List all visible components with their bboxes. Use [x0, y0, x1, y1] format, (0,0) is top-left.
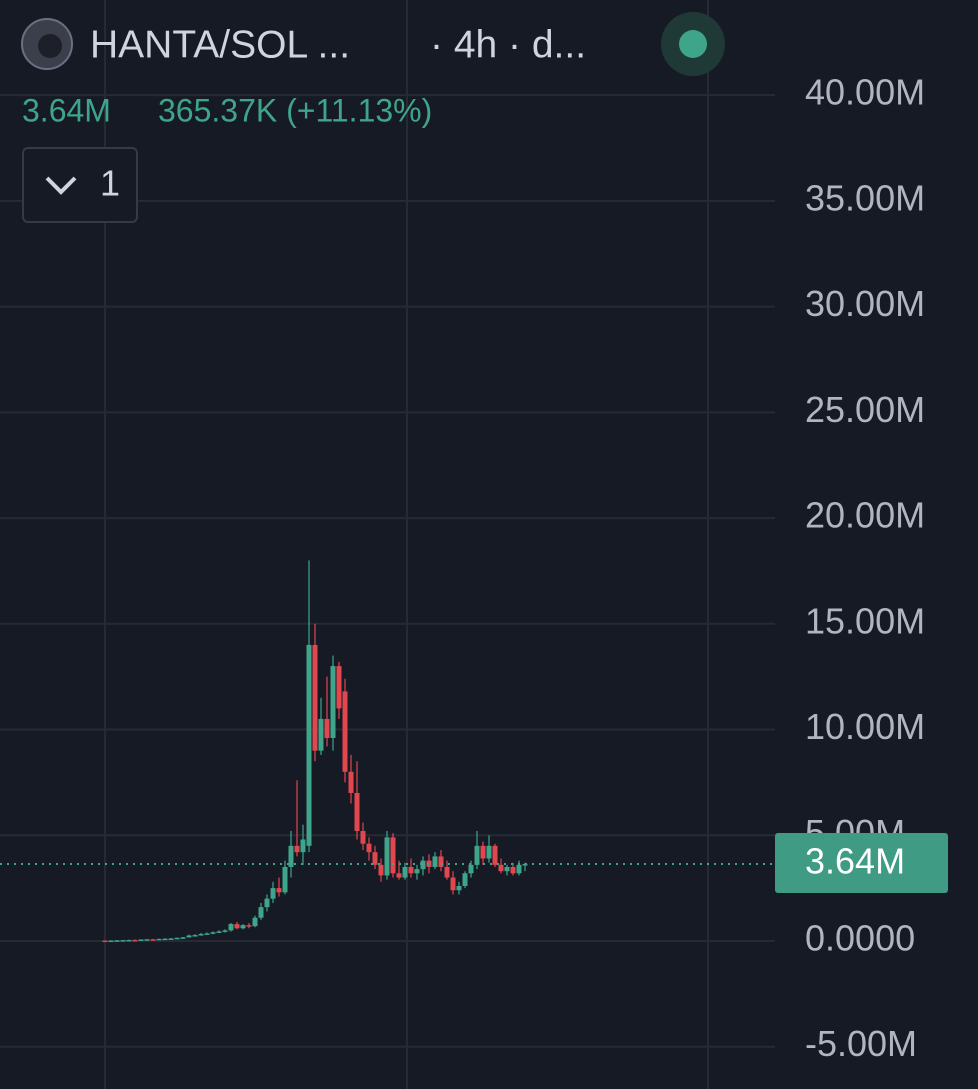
last-price-badge	[775, 833, 948, 894]
y-tick-label: 40.00M	[805, 72, 925, 113]
candle-body	[312, 644, 318, 751]
candle-body	[264, 898, 270, 908]
y-tick-label: 35.00M	[805, 177, 925, 218]
logo-detail	[38, 34, 62, 58]
candle-body	[228, 924, 234, 931]
candle-body	[414, 869, 420, 874]
candle-body	[288, 845, 294, 867]
candle-body	[336, 666, 342, 709]
candle-body	[114, 940, 120, 942]
status-dot	[679, 30, 707, 58]
y-tick-label: 10.00M	[805, 706, 925, 747]
candle-body	[240, 925, 246, 929]
y-tick-label: 0.0000	[805, 917, 915, 958]
candle-body	[270, 888, 276, 899]
price-change: 365.37K (+11.13%)	[158, 92, 432, 128]
candle-body	[174, 937, 180, 940]
candle-body	[474, 845, 480, 865]
last-price-label: 3.64M	[805, 841, 905, 882]
candle-body	[246, 925, 252, 927]
candle-body	[420, 860, 426, 870]
symbol[interactable]: HANTA/SOL ...	[90, 23, 350, 66]
candle-body	[168, 938, 174, 940]
candle-body	[126, 939, 132, 942]
candle-body	[216, 931, 222, 933]
indicator-count: 1	[100, 163, 120, 204]
y-axis: -5.00M0.00005.00M10.00M15.00M20.00M25.00…	[775, 72, 948, 1064]
candle-body	[192, 935, 198, 937]
candle-body	[348, 771, 354, 793]
candle-body	[444, 866, 450, 878]
candle-body	[138, 939, 144, 942]
candle-body	[504, 866, 510, 872]
candle-body	[330, 666, 336, 738]
candle-body	[108, 940, 114, 943]
header: HANTA/SOL ... · 4h · d... 3.64M 365.37K …	[21, 12, 725, 223]
candle-body	[132, 939, 138, 942]
candle-body	[462, 873, 468, 887]
candle-body	[372, 852, 378, 865]
candle-body	[318, 718, 324, 751]
candle-body	[156, 938, 162, 941]
candle-body	[294, 845, 300, 853]
candle-body	[498, 864, 504, 872]
candle-body	[396, 873, 402, 878]
candle-body	[480, 845, 486, 859]
candle-body	[150, 939, 156, 941]
candle-body	[282, 866, 288, 893]
candle-body	[258, 907, 264, 918]
y-tick-label: 20.00M	[805, 495, 925, 536]
candle-body	[492, 845, 498, 865]
y-tick-label: 15.00M	[805, 600, 925, 641]
candle-body	[276, 888, 282, 893]
candle-body	[378, 864, 384, 876]
y-tick-label: 30.00M	[805, 283, 925, 324]
candle-body	[516, 864, 522, 874]
candle-body	[186, 935, 192, 938]
candle-body	[408, 866, 414, 874]
candle-body	[252, 917, 258, 927]
candle-body	[360, 831, 366, 844]
y-tick-label: 25.00M	[805, 389, 925, 430]
candle-body	[222, 930, 228, 932]
candle-body	[306, 644, 312, 846]
candle-body	[384, 837, 390, 876]
candle-body	[210, 932, 216, 934]
candle-body	[402, 866, 408, 878]
candle-body	[120, 940, 126, 942]
last-price: 3.64M	[22, 92, 111, 128]
candle-body	[510, 866, 516, 874]
plot-area	[0, 560, 775, 943]
candle-body	[450, 877, 456, 891]
candle-body	[234, 924, 240, 929]
grid	[0, 0, 775, 1089]
candle-body	[432, 856, 438, 867]
candle-body	[102, 940, 108, 943]
candle-body	[366, 843, 372, 853]
candle-body	[468, 864, 474, 874]
interval[interactable]: · 4h · d...	[430, 23, 586, 66]
chevron-icon	[45, 176, 77, 195]
candle-body	[324, 718, 330, 738]
y-tick-label: -5.00M	[805, 1023, 917, 1064]
candle-body	[162, 938, 168, 941]
candle-body	[354, 792, 360, 832]
candle-body	[204, 933, 210, 935]
candle-body	[456, 886, 462, 891]
candle-body	[300, 839, 306, 853]
candle-body	[180, 937, 186, 939]
candle-body	[144, 939, 150, 941]
candle-body	[438, 856, 444, 867]
candle-body	[486, 845, 492, 859]
candle-body	[198, 934, 204, 936]
indicator-toggle[interactable]	[22, 147, 138, 223]
candle-body	[342, 691, 348, 772]
candle-body	[390, 837, 396, 874]
